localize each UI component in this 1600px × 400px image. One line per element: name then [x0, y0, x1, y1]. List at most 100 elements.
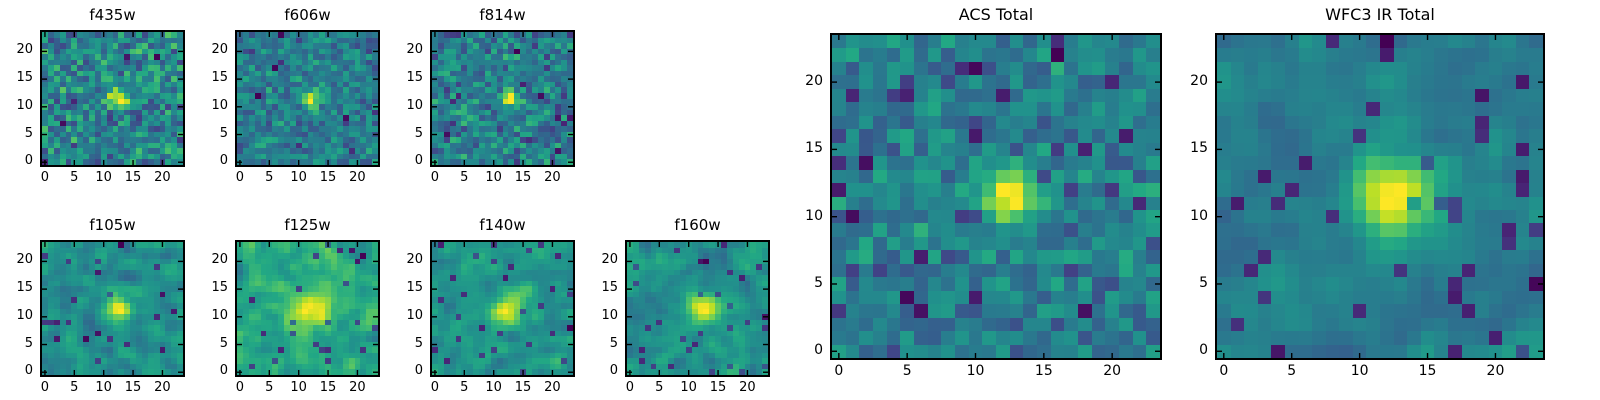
heatmap-acs-total: [830, 33, 1162, 360]
y-tick-label: 0: [414, 153, 423, 169]
x-tick-label: 10: [290, 380, 307, 395]
panel-acs-total: ACS Total 0 5 10 15 20 0 5 10 15 20: [805, 6, 1162, 379]
x-tick-label: 20: [739, 380, 756, 395]
panel-title-f125w: f125w: [284, 216, 331, 234]
y-tick-label: 0: [24, 153, 33, 169]
x-tick-label: 20: [544, 380, 561, 395]
x-tick-label: 5: [460, 170, 469, 185]
x-tick-label: 10: [1350, 363, 1369, 379]
y-tick-label: 20: [16, 252, 33, 268]
x-tick-label: 15: [514, 170, 532, 185]
panel-title-f105w: f105w: [89, 216, 136, 234]
y-tick-label: 20: [601, 252, 618, 268]
y-tick-label: 15: [406, 280, 423, 296]
x-tick-label: 15: [1034, 363, 1053, 379]
x-tick-label: 20: [154, 380, 171, 395]
y-tick-label: 10: [406, 97, 423, 113]
y-tick-label: 15: [601, 280, 618, 296]
y-tick-label: 0: [414, 363, 423, 379]
panel-f140w: f140w 0 5 10 15 20 0 5 10 15 20: [406, 216, 575, 395]
y-tick-label: 20: [1190, 73, 1208, 90]
y-tick-label: 5: [24, 335, 33, 351]
y-tick-label: 5: [814, 274, 823, 291]
y-tick-label: 15: [211, 70, 228, 86]
panel-title-f814w: f814w: [479, 6, 526, 24]
heatmap-f105w: [40, 240, 185, 377]
y-tick-label: 20: [211, 42, 228, 58]
y-tick-label: 5: [609, 335, 618, 351]
x-tick-label: 20: [1486, 363, 1505, 379]
panel-title-f160w: f160w: [674, 216, 721, 234]
y-tick-label: 10: [211, 307, 228, 323]
x-tick-label: 5: [655, 380, 664, 395]
heatmap-f140w: [430, 240, 575, 377]
x-tick-label: 0: [40, 380, 50, 395]
y-tick-label: 10: [601, 307, 618, 323]
x-tick-label: 0: [40, 170, 50, 185]
y-tick-label: 15: [406, 70, 423, 86]
heatmap-f435w: [40, 30, 185, 167]
y-tick-label: 5: [219, 335, 228, 351]
x-tick-label: 15: [319, 380, 337, 395]
x-tick-label: 10: [966, 363, 985, 379]
panel-f435w: f435w 0 5 10 15 20 0 5 10 15 20: [16, 6, 185, 185]
y-tick-label: 20: [211, 252, 228, 268]
y-tick-label: 10: [211, 97, 228, 113]
y-tick-label: 20: [406, 42, 423, 58]
y-tick-label: 5: [1199, 274, 1208, 291]
x-tick-label: 10: [290, 170, 307, 185]
y-tick-label: 20: [406, 252, 423, 268]
x-tick-label: 15: [514, 380, 532, 395]
heatmap-f160w: [625, 240, 770, 377]
y-tick-label: 20: [805, 73, 823, 90]
x-tick-label: 20: [349, 380, 366, 395]
heatmap-f606w: [235, 30, 380, 167]
x-tick-label: 0: [235, 170, 245, 185]
x-tick-label: 15: [319, 170, 337, 185]
x-tick-label: 0: [430, 170, 440, 185]
panel-f105w: f105w 0 5 10 15 20 0 5 10 15 20: [16, 216, 185, 395]
x-tick-label: 0: [1219, 363, 1229, 379]
panel-title-f606w: f606w: [284, 6, 331, 24]
y-tick-label: 15: [805, 140, 823, 157]
x-tick-label: 5: [460, 380, 469, 395]
panel-wfc3-ir-total: WFC3 IR Total 0 5 10 15 20 0 5 10 15 20: [1190, 6, 1545, 379]
x-tick-label: 10: [485, 170, 502, 185]
y-tick-label: 15: [211, 280, 228, 296]
x-tick-label: 15: [124, 380, 142, 395]
x-tick-label: 5: [265, 170, 274, 185]
panel-title-f140w: f140w: [479, 216, 526, 234]
y-tick-label: 5: [219, 125, 228, 141]
y-tick-label: 0: [219, 363, 228, 379]
x-tick-label: 0: [430, 380, 440, 395]
x-tick-label: 15: [709, 380, 727, 395]
y-tick-label: 5: [414, 125, 423, 141]
panel-f606w: f606w 0 5 10 15 20 0 5 10 15 20: [211, 6, 380, 185]
y-tick-label: 0: [219, 153, 228, 169]
panel-title-acs-total: ACS Total: [958, 5, 1034, 24]
x-tick-label: 0: [625, 380, 635, 395]
y-tick-label: 15: [16, 70, 33, 86]
x-tick-label: 10: [485, 380, 502, 395]
y-tick-label: 10: [805, 207, 823, 224]
y-tick-label: 10: [406, 307, 423, 323]
y-tick-label: 15: [1190, 140, 1208, 157]
x-tick-label: 20: [349, 170, 366, 185]
y-tick-label: 20: [16, 42, 33, 58]
panel-f125w: f125w 0 5 10 15 20 0 5 10 15 20: [211, 216, 380, 395]
x-tick-label: 5: [1287, 363, 1297, 379]
panel-title-wfc3-ir-total: WFC3 IR Total: [1325, 5, 1435, 24]
y-tick-label: 10: [16, 307, 33, 323]
y-tick-label: 0: [1199, 342, 1208, 359]
panel-title-f435w: f435w: [89, 6, 136, 24]
x-tick-label: 10: [95, 380, 112, 395]
y-tick-label: 10: [16, 97, 33, 113]
x-tick-label: 0: [235, 380, 245, 395]
y-tick-label: 5: [24, 125, 33, 141]
x-tick-label: 5: [70, 380, 79, 395]
y-tick-label: 0: [609, 363, 618, 379]
heatmap-f814w: [430, 30, 575, 167]
y-tick-label: 0: [814, 342, 823, 359]
x-tick-label: 20: [154, 170, 171, 185]
